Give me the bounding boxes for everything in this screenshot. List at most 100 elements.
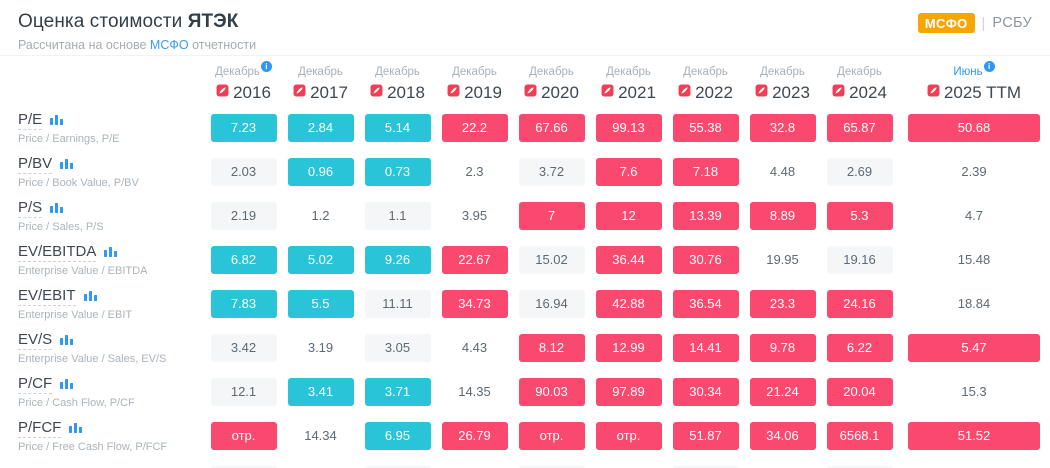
pdf-icon[interactable] (678, 83, 691, 103)
metric-label[interactable]: EV/EBITDA (18, 243, 97, 262)
pdf-icon[interactable] (755, 83, 768, 103)
metric-label[interactable]: P/S (18, 199, 43, 218)
page-subtitle: Рассчитана на основе МСФО отчетности (18, 38, 256, 52)
value-badge: 5.3 (826, 202, 893, 230)
value-badge: 8.89 (749, 202, 816, 230)
info-icon[interactable]: i (260, 60, 272, 72)
value-cell: 12.99 (590, 334, 667, 362)
value-badge: 1.1 (364, 202, 431, 230)
value-badge: 3.41 (287, 378, 354, 406)
info-icon[interactable]: i (983, 60, 995, 72)
toggle-separator: | (981, 14, 986, 32)
value-cell: 3.41 (282, 378, 359, 406)
value-cell: 15.3 (898, 378, 1050, 406)
pdf-icon[interactable] (524, 83, 537, 103)
table-row: P/S Price / Sales, P/S 2.19 1.2 1.1 3.95 7 12 13… (0, 194, 1050, 238)
column-year-line: 2023 (744, 82, 821, 103)
value-cell: 36.44 (590, 246, 667, 274)
pdf-icon[interactable] (601, 83, 614, 103)
column-year-line: 2022 (667, 82, 744, 103)
pdf-icon[interactable] (293, 83, 306, 103)
value-badge: 2.03 (210, 158, 277, 186)
bar-chart-icon[interactable] (83, 288, 97, 306)
bar-chart-icon[interactable] (50, 112, 64, 130)
value-cell: 15.48 (898, 246, 1050, 274)
pdf-icon[interactable] (216, 83, 229, 103)
value-badge: 7.23 (210, 114, 277, 142)
metric-label-cell: P/E Price / Earnings, P/E (0, 111, 205, 145)
value-badge: 8.12 (518, 334, 585, 362)
column-month-label: Июнь (953, 65, 983, 78)
value-badge: 3.42 (210, 334, 277, 362)
metric-label[interactable]: P/CF (18, 375, 53, 394)
toggle-rsbu-button[interactable]: РСБУ (992, 15, 1032, 31)
msfo-link[interactable]: МСФО (149, 38, 189, 52)
value-cell: 7.6 (590, 158, 667, 186)
column-month: Декабрь (667, 61, 744, 81)
value-badge: 12.99 (595, 334, 662, 362)
value-badge: 0.73 (364, 158, 431, 186)
toggle-msfo-button[interactable]: МСФО (917, 13, 975, 33)
metric-label-row: EV/S (18, 331, 205, 350)
value-badge (826, 466, 893, 468)
value-cell: 9.26 (359, 246, 436, 274)
metric-label[interactable]: EV/S (18, 331, 53, 350)
value-cell: 4.43 (436, 334, 513, 362)
value-cell: 7.83 (205, 290, 282, 318)
bar-chart-icon[interactable] (60, 376, 74, 394)
metric-label-cell: EV/EBIT Enterprise Value / EBIT (0, 287, 205, 321)
value-badge: 7.18 (672, 158, 739, 186)
column-month-label: Декабрь (529, 65, 574, 78)
metric-label[interactable]: P/FCF (18, 419, 62, 438)
value-badge: 7.6 (595, 158, 662, 186)
value-badge: отр. (210, 422, 277, 450)
metric-label-row: P/E (18, 111, 205, 130)
value-badge: 13.39 (672, 202, 739, 230)
value-badge: 2.69 (826, 158, 893, 186)
pdf-icon[interactable] (370, 83, 383, 103)
bar-chart-icon[interactable] (50, 200, 64, 218)
value-cell: 50.68 (898, 114, 1050, 142)
value-badge: 15.3 (961, 384, 987, 399)
value-badge (672, 466, 739, 468)
value-badge: 5.47 (908, 334, 1040, 362)
metric-label[interactable]: EV/EBIT (18, 287, 76, 306)
valuation-table: Декабрь i 2016 Декабрь 2017 Декабрь 2018 Декабр… (0, 58, 1050, 468)
pdf-icon[interactable] (447, 83, 460, 103)
value-cell: отр. (513, 422, 590, 450)
bar-chart-icon[interactable] (69, 420, 83, 438)
value-cell: 19.95 (744, 246, 821, 274)
metric-label[interactable]: P/E (18, 111, 43, 130)
value-badge: 5.02 (287, 246, 354, 274)
value-badge (210, 466, 277, 468)
metric-sublabel: Price / Cash Flow, P/CF (18, 397, 135, 409)
column-month: Декабрь (513, 61, 590, 81)
value-badge: 3.72 (518, 158, 585, 186)
value-cell: 32.8 (744, 114, 821, 142)
metric-label[interactable]: P/BV (18, 155, 53, 174)
value-badge: 16.94 (518, 290, 585, 318)
value-cell: 13.39 (667, 202, 744, 230)
value-badge: 12 (595, 202, 662, 230)
bar-chart-icon[interactable] (60, 156, 74, 174)
column-header-2022: Декабрь 2022 (667, 61, 744, 103)
column-header-2018: Декабрь 2018 (359, 61, 436, 103)
value-badge: 2.39 (961, 164, 987, 179)
column-year-line: 2017 (282, 82, 359, 103)
value-cell: 9.78 (744, 334, 821, 362)
bar-chart-icon[interactable] (104, 244, 118, 262)
pdf-icon[interactable] (927, 83, 940, 103)
value-cell: 7 (513, 202, 590, 230)
metric-label-row: P/FCF (18, 419, 205, 438)
metric-sublabel: Price / Earnings, P/E (18, 133, 120, 145)
value-cell: 8.89 (744, 202, 821, 230)
value-cell: 97.89 (590, 378, 667, 406)
column-month: Декабрь (590, 61, 667, 81)
title-text: Оценка стоимости (18, 11, 183, 32)
bar-chart-icon[interactable] (60, 332, 74, 350)
column-year-line: 2018 (359, 82, 436, 103)
value-cell: 20.04 (821, 378, 898, 406)
value-badge: 3.19 (307, 340, 334, 355)
pdf-icon[interactable] (832, 83, 845, 103)
value-badge: 36.44 (595, 246, 662, 274)
